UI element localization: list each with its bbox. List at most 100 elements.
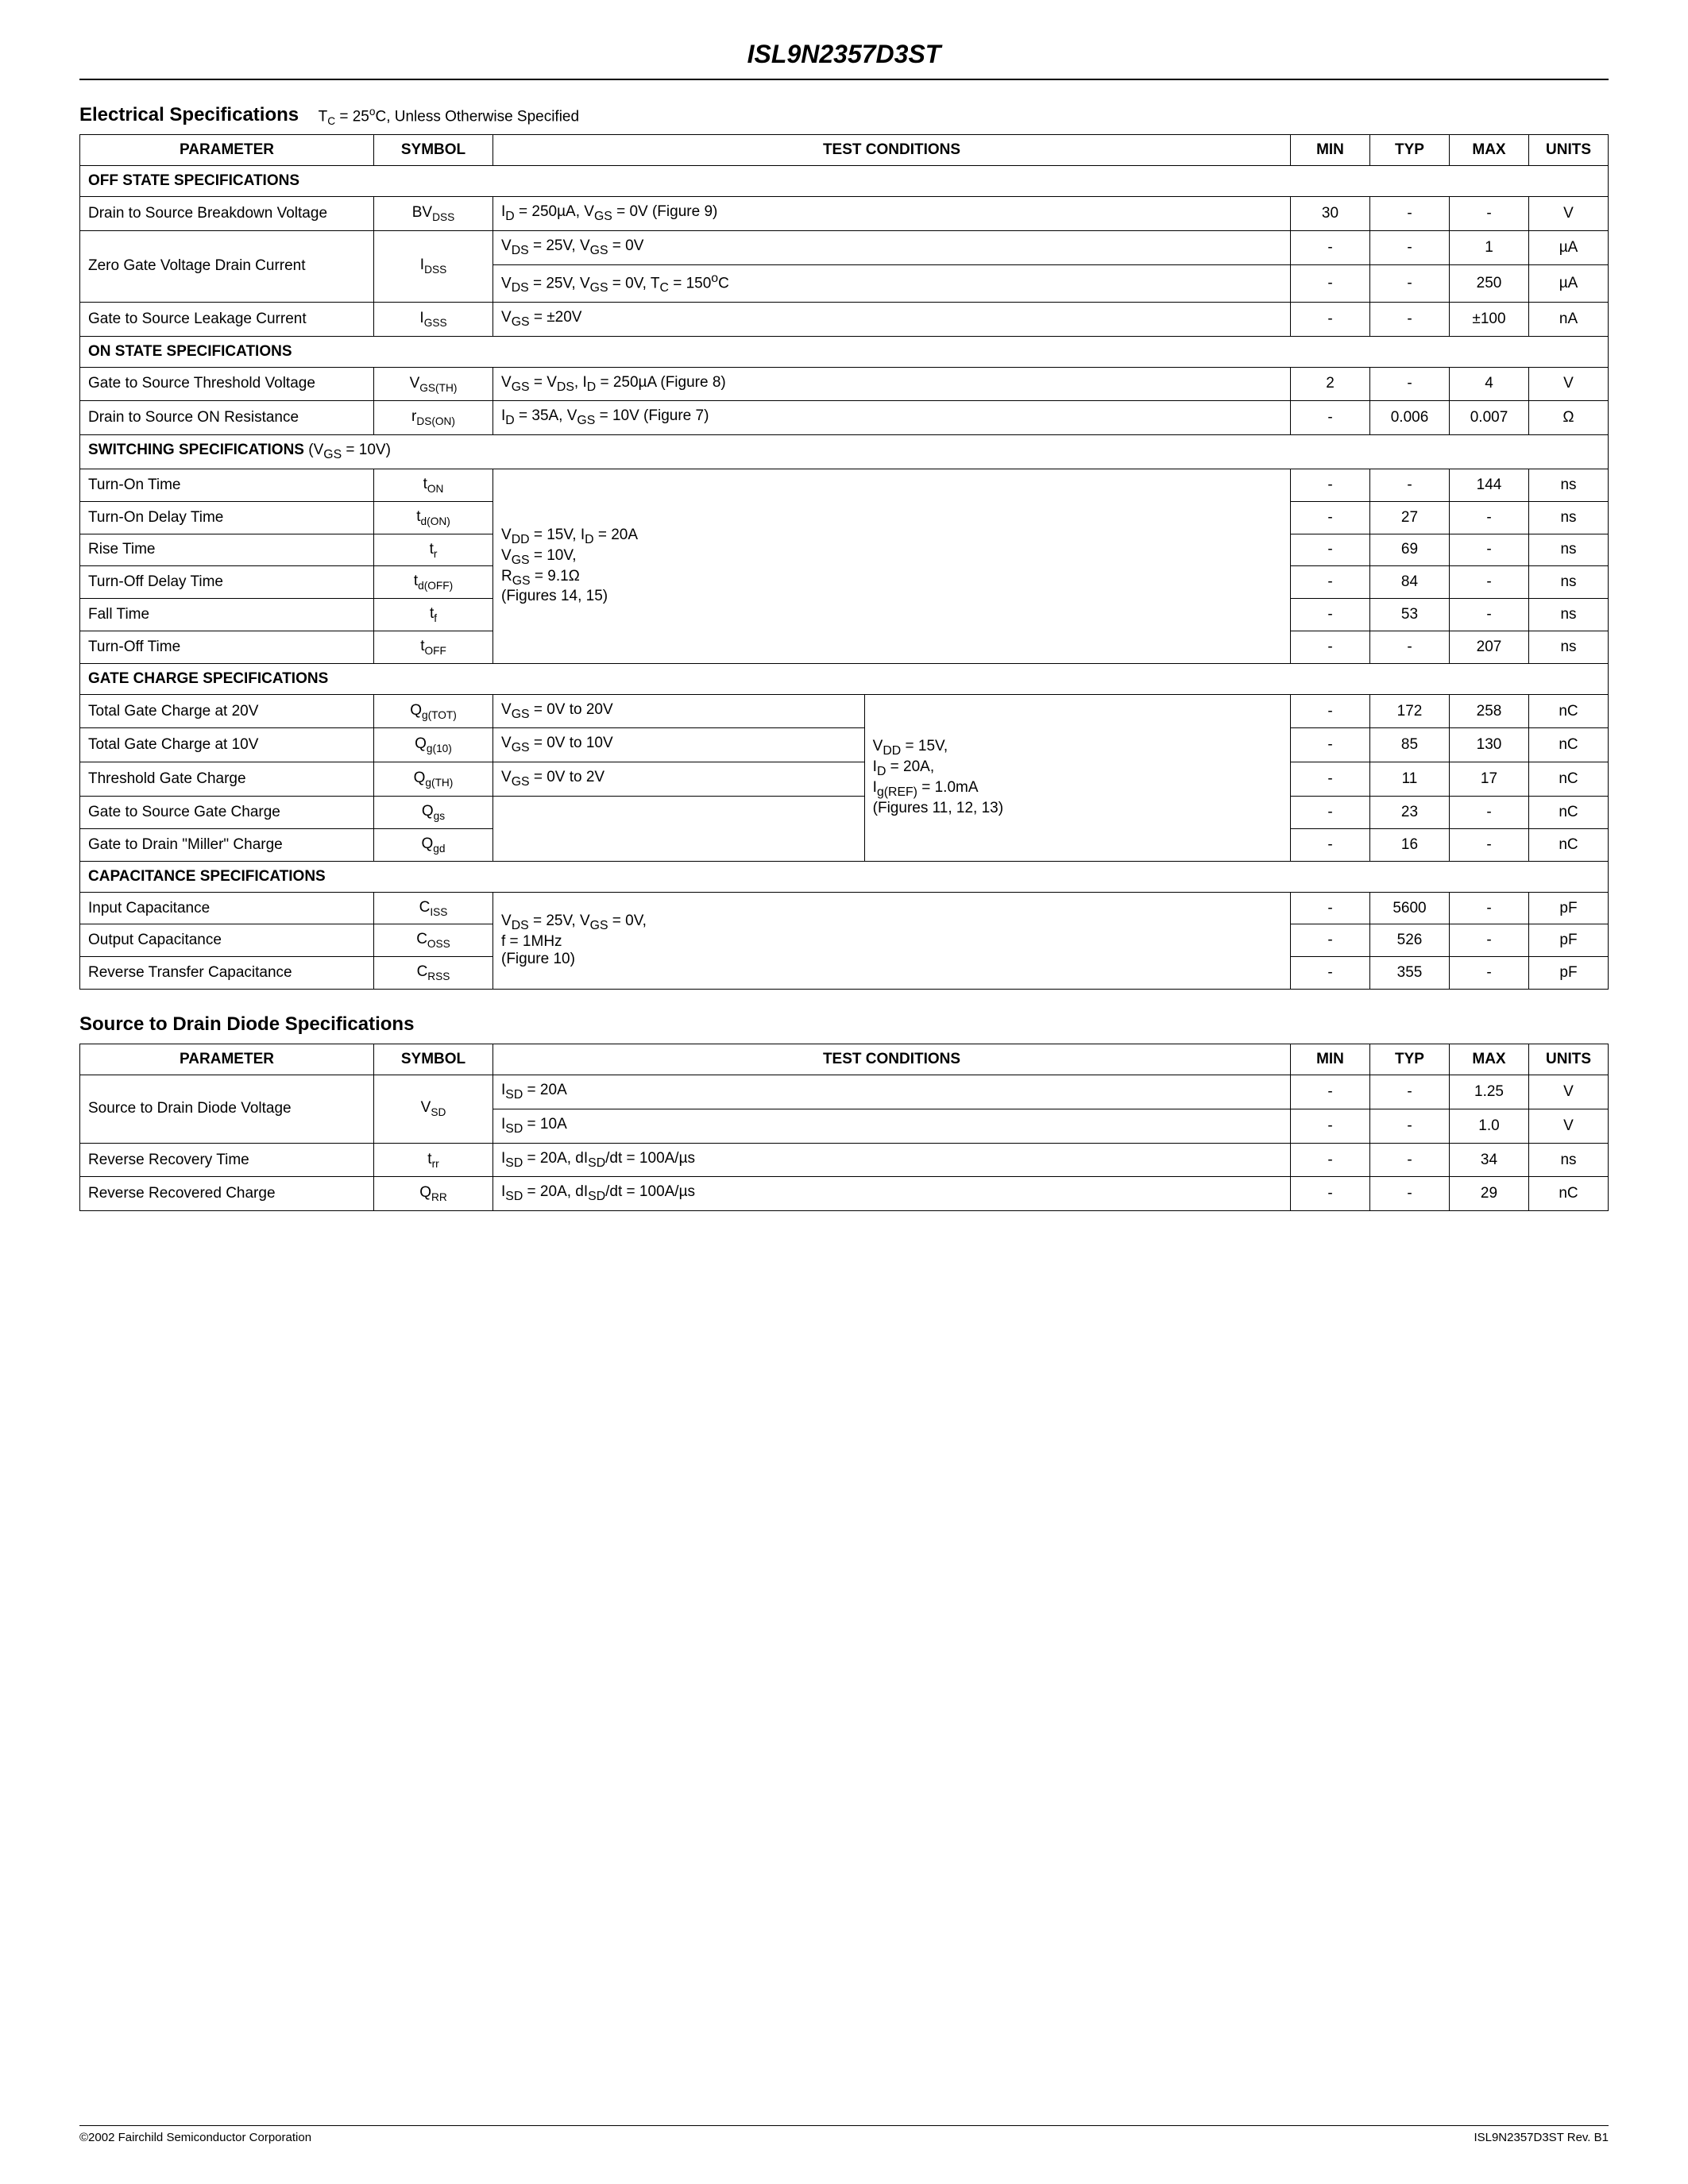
max-cell: ±100 <box>1450 302 1529 336</box>
units-cell: ns <box>1529 469 1609 501</box>
units-cell: pF <box>1529 892 1609 924</box>
typ-cell: - <box>1370 367 1450 401</box>
min-cell: - <box>1291 469 1370 501</box>
max-cell: 17 <box>1450 762 1529 797</box>
max-cell: - <box>1450 501 1529 534</box>
table-row: Total Gate Charge at 10VQg(10)VGS = 0V t… <box>80 728 1609 762</box>
min-cell: 2 <box>1291 367 1370 401</box>
max-cell: - <box>1450 924 1529 957</box>
max-cell: - <box>1450 599 1529 631</box>
max-cell: - <box>1450 534 1529 566</box>
header-units: UNITS <box>1529 135 1609 166</box>
units-cell: V <box>1529 1075 1609 1109</box>
parameter-cell: Total Gate Charge at 20V <box>80 694 374 728</box>
parameter-cell: Gate to Drain "Miller" Charge <box>80 828 374 861</box>
parameter-cell: Source to Drain Diode Voltage <box>80 1075 374 1144</box>
table-row: Drain to Source ON ResistancerDS(ON)ID =… <box>80 401 1609 435</box>
condition-cell: ISD = 20A <box>493 1075 1291 1109</box>
units-cell: ns <box>1529 599 1609 631</box>
units-cell: ns <box>1529 534 1609 566</box>
typ-cell: - <box>1370 1143 1450 1177</box>
max-cell: 1.0 <box>1450 1109 1529 1143</box>
condition-cell: VGS = 0V to 10V <box>493 728 865 762</box>
parameter-cell: Turn-On Time <box>80 469 374 501</box>
units-cell: nC <box>1529 728 1609 762</box>
typ-cell: 172 <box>1370 694 1450 728</box>
max-cell: 130 <box>1450 728 1529 762</box>
max-cell: - <box>1450 828 1529 861</box>
header-parameter: PARAMETER <box>80 1044 374 1075</box>
min-cell: 30 <box>1291 197 1370 231</box>
condition-cell: ID = 250µA, VGS = 0V (Figure 9) <box>493 197 1291 231</box>
parameter-cell: Gate to Source Threshold Voltage <box>80 367 374 401</box>
symbol-cell: VSD <box>374 1075 493 1144</box>
group-header-row: OFF STATE SPECIFICATIONS <box>80 166 1609 197</box>
units-cell: nC <box>1529 762 1609 797</box>
section2-heading: Source to Drain Diode Specifications <box>79 1013 414 1036</box>
symbol-cell: Qgs <box>374 797 493 829</box>
header-max: MAX <box>1450 135 1529 166</box>
header-typ: TYP <box>1370 135 1450 166</box>
typ-cell: - <box>1370 230 1450 264</box>
header-conditions: TEST CONDITIONS <box>493 135 1291 166</box>
condition-cell: VDD = 15V, ID = 20AVGS = 10V,RGS = 9.1Ω(… <box>493 469 1291 663</box>
min-cell: - <box>1291 534 1370 566</box>
max-cell: 1.25 <box>1450 1075 1529 1109</box>
symbol-cell: td(ON) <box>374 501 493 534</box>
units-cell: µA <box>1529 230 1609 264</box>
typ-cell: - <box>1370 1109 1450 1143</box>
typ-cell: - <box>1370 1177 1450 1211</box>
typ-cell: - <box>1370 631 1450 663</box>
symbol-cell: CRSS <box>374 957 493 990</box>
condition-cell: ID = 35A, VGS = 10V (Figure 7) <box>493 401 1291 435</box>
header-conditions: TEST CONDITIONS <box>493 1044 1291 1075</box>
min-cell: - <box>1291 797 1370 829</box>
table-header-row: PARAMETER SYMBOL TEST CONDITIONS MIN TYP… <box>80 1044 1609 1075</box>
parameter-cell: Reverse Recovered Charge <box>80 1177 374 1211</box>
condition-cell: VGS = ±20V <box>493 302 1291 336</box>
symbol-cell: CISS <box>374 892 493 924</box>
header-symbol: SYMBOL <box>374 1044 493 1075</box>
table-row: Threshold Gate ChargeQg(TH)VGS = 0V to 2… <box>80 762 1609 797</box>
typ-cell: 11 <box>1370 762 1450 797</box>
condition-cell <box>493 797 865 862</box>
header-min: MIN <box>1291 1044 1370 1075</box>
condition-cell: ISD = 20A, dISD/dt = 100A/µs <box>493 1177 1291 1211</box>
typ-cell: 85 <box>1370 728 1450 762</box>
units-cell: V <box>1529 367 1609 401</box>
min-cell: - <box>1291 892 1370 924</box>
typ-cell: 84 <box>1370 566 1450 599</box>
units-cell: pF <box>1529 957 1609 990</box>
footer-copyright: ©2002 Fairchild Semiconductor Corporatio… <box>79 2131 311 2144</box>
units-cell: nC <box>1529 694 1609 728</box>
table-row: Turn-On TimetONVDD = 15V, ID = 20AVGS = … <box>80 469 1609 501</box>
symbol-cell: IGSS <box>374 302 493 336</box>
header-symbol: SYMBOL <box>374 135 493 166</box>
parameter-cell: Turn-On Delay Time <box>80 501 374 534</box>
table-row: Reverse Recovered ChargeQRRISD = 20A, dI… <box>80 1177 1609 1211</box>
min-cell: - <box>1291 694 1370 728</box>
units-cell: Ω <box>1529 401 1609 435</box>
min-cell: - <box>1291 762 1370 797</box>
parameter-cell: Threshold Gate Charge <box>80 762 374 797</box>
symbol-cell: rDS(ON) <box>374 401 493 435</box>
min-cell: - <box>1291 599 1370 631</box>
title-divider <box>79 79 1609 80</box>
parameter-cell: Rise Time <box>80 534 374 566</box>
max-cell: 144 <box>1450 469 1529 501</box>
units-cell: nC <box>1529 797 1609 829</box>
max-cell: 34 <box>1450 1143 1529 1177</box>
units-cell: ns <box>1529 631 1609 663</box>
min-cell: - <box>1291 264 1370 302</box>
parameter-cell: Total Gate Charge at 10V <box>80 728 374 762</box>
typ-cell: - <box>1370 469 1450 501</box>
table-row: Drain to Source Breakdown VoltageBVDSSID… <box>80 197 1609 231</box>
symbol-cell: BVDSS <box>374 197 493 231</box>
units-cell: V <box>1529 1109 1609 1143</box>
max-cell: 258 <box>1450 694 1529 728</box>
condition-cell: VGS = VDS, ID = 250µA (Figure 8) <box>493 367 1291 401</box>
max-cell: 1 <box>1450 230 1529 264</box>
typ-cell: - <box>1370 264 1450 302</box>
symbol-cell: QRR <box>374 1177 493 1211</box>
table-row: Input CapacitanceCISSVDS = 25V, VGS = 0V… <box>80 892 1609 924</box>
